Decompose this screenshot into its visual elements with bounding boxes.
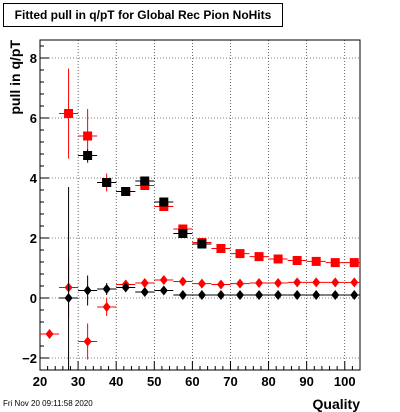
data-point-diamond (197, 290, 206, 300)
data-point-diamond (293, 277, 302, 288)
data-point-diamond (45, 329, 54, 339)
data-point-square (178, 229, 188, 238)
data-point-diamond (159, 285, 168, 296)
y-tick-label: 2 (30, 231, 37, 246)
data-point-square (159, 197, 169, 207)
data-point-square (83, 131, 93, 141)
data-point-diamond (216, 279, 225, 290)
data-point-square (349, 258, 359, 268)
data-point-diamond (159, 275, 168, 285)
data-point-diamond (255, 278, 264, 288)
data-point-square (273, 254, 283, 264)
data-point-square (140, 176, 150, 186)
data-point-diamond (293, 290, 302, 300)
data-point-square (121, 187, 131, 196)
data-point-diamond (197, 278, 206, 289)
data-point-diamond (350, 277, 359, 288)
data-point-square (197, 239, 207, 249)
data-point-diamond (140, 287, 149, 297)
data-point-square (83, 151, 93, 160)
data-point-diamond (140, 278, 149, 288)
x-tick-label: 80 (261, 374, 275, 389)
data-point-diamond (64, 293, 73, 303)
timestamp: Fri Nov 20 09:11:58 2020 (3, 399, 93, 408)
x-tick-label: 40 (109, 374, 123, 389)
data-point-diamond (236, 278, 244, 289)
x-tick-label: 90 (299, 374, 313, 389)
chart-title: Fitted pull in q/pT for Global Rec Pion … (3, 3, 283, 27)
data-point-square (254, 252, 264, 262)
data-point-square (102, 178, 112, 187)
data-point-diamond (331, 290, 340, 300)
data-point-square (64, 109, 74, 118)
x-tick-label: 60 (185, 374, 199, 389)
data-point-square (292, 256, 302, 265)
x-tick-label: 50 (147, 374, 161, 389)
data-point-diamond (274, 290, 283, 300)
data-point-diamond (102, 302, 111, 312)
data-point-diamond (216, 290, 225, 300)
x-tick-label: 20 (33, 374, 47, 389)
data-point-diamond (121, 282, 130, 293)
y-tick-label: −2 (22, 351, 37, 366)
y-tick-label: 8 (30, 51, 37, 66)
data-point-diamond (178, 276, 187, 287)
y-tick-label: 6 (30, 111, 37, 126)
data-point-diamond (312, 277, 321, 288)
data-point-square (311, 256, 321, 266)
data-point-diamond (312, 290, 321, 300)
data-point-diamond (255, 290, 264, 300)
plot-frame (39, 39, 361, 371)
data-point-diamond (83, 285, 92, 296)
data-point-square (235, 249, 245, 259)
data-point-diamond (102, 284, 111, 294)
data-point-square (216, 244, 226, 253)
data-point-diamond (331, 277, 340, 288)
data-point-diamond (83, 336, 92, 347)
x-tick-label: 30 (71, 374, 85, 389)
x-tick-label: 70 (223, 374, 237, 389)
data-point-square (330, 258, 340, 268)
y-tick-label: 4 (30, 171, 38, 186)
x-tick-label: 100 (334, 374, 356, 389)
y-axis-title: pull in q/pT (7, 40, 23, 115)
data-point-diamond (350, 290, 359, 300)
data-point-diamond (178, 290, 187, 300)
y-tick-label: 0 (30, 291, 37, 306)
data-point-diamond (236, 290, 244, 300)
data-point-diamond (274, 278, 283, 288)
x-axis-title: Quality (313, 396, 361, 412)
